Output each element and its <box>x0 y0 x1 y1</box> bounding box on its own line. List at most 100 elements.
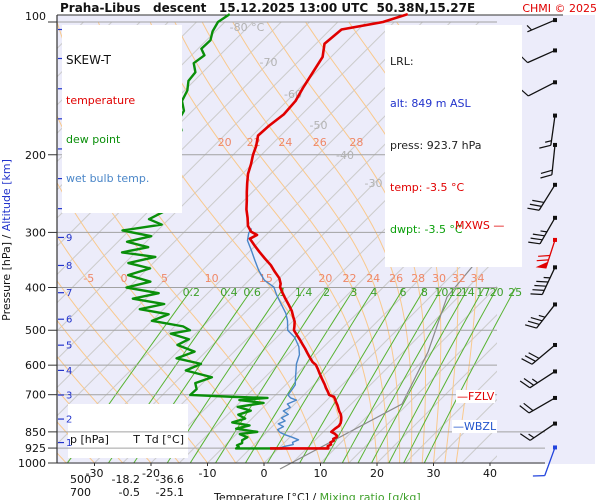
adiabat-label: -5 <box>83 272 94 285</box>
levels-table-header: p [hPa] T Td [°C] <box>70 432 188 447</box>
pressure-tick-label: 300 <box>25 226 46 239</box>
isotherm-label: -30 <box>365 177 383 190</box>
wind-barb <box>519 395 557 414</box>
adiabat-label: 5 <box>161 272 168 285</box>
temp-tick-label: 30 <box>427 467 441 480</box>
temp-tick-label: 0 <box>261 467 268 480</box>
temp-tick-label: -20 <box>142 467 160 480</box>
wbzl-marker: —WBZL <box>452 420 498 433</box>
altitude-tick-label: 8 <box>66 261 72 272</box>
adiabat-label: 15 <box>259 272 273 285</box>
wind-barb <box>521 342 557 365</box>
pressure-tick-label: 200 <box>25 149 46 162</box>
isotherm-label: -70 <box>260 56 278 69</box>
mixing-ratio-label: 14 <box>461 286 475 299</box>
mixing-axis-label: Mixing ratio [g/kg] <box>319 491 421 500</box>
table-cell: 500 <box>70 473 91 486</box>
adiabat-label: 28 <box>411 272 425 285</box>
wind-barb <box>540 142 557 179</box>
adiabat-label: 10 <box>205 272 219 285</box>
adiabat-label: 0 <box>120 272 127 285</box>
altitude-tick-label: 3 <box>66 391 72 402</box>
pressure-tick-label: 1000 <box>18 457 46 470</box>
mixing-ratio-label: 1.4 <box>295 286 313 299</box>
table-row: 700 -0.5 -25.1 <box>70 486 188 499</box>
pressure-tick-label: 600 <box>25 359 46 372</box>
adiabat-label: 22 <box>343 272 357 285</box>
pressure-tick-label: 700 <box>25 389 46 402</box>
mixing-ratio-label: 8 <box>421 286 428 299</box>
adiabat-label: 26 <box>313 136 327 149</box>
wind-barb <box>527 182 557 211</box>
temp-tick-label: -30 <box>86 467 104 480</box>
lrl-dewpoint: dwpt: -3.5 °C <box>390 223 463 236</box>
pressure-tick-label: 925 <box>25 442 46 455</box>
mixing-ratio-label: 0.2 <box>183 286 201 299</box>
temp-tick-label: -10 <box>199 467 217 480</box>
table-box <box>68 404 188 458</box>
wind-barb <box>539 113 557 149</box>
lrl-info-box: LRL: alt: 849 m ASL press: 923.7 hPa tem… <box>385 25 522 267</box>
pressure-tick-label: 100 <box>25 10 46 23</box>
legend-item-wetbulb: wet bulb temp. <box>66 172 150 185</box>
mxws-marker: MXWS — <box>455 219 505 232</box>
table-row: 500 -18.2 -36.6 <box>70 473 188 486</box>
lrl-temperature: temp: -3.5 °C <box>390 181 465 194</box>
wind-barbs <box>518 18 557 477</box>
altitude-tick-label: 2 <box>66 415 72 426</box>
wind-barb <box>530 265 557 296</box>
table-cell: 700 <box>70 486 91 499</box>
page-title: Praha-Libus descent 15.12.2025 13:00 UTC… <box>60 1 476 15</box>
adiabat-label: 32 <box>452 272 466 285</box>
temperature-curve <box>245 13 409 450</box>
temp-tick-labels: -30 -20 -10 0 10 20 30 40 <box>86 463 497 480</box>
lrl-altitude: alt: 849 m ASL <box>390 97 471 110</box>
isotherm-label: -50 <box>310 119 328 132</box>
altitude-tick-label: 7 <box>66 288 72 299</box>
wind-barb <box>532 445 557 477</box>
wind-barb <box>526 18 557 33</box>
temp-tick-label: 10 <box>314 467 328 480</box>
mixing-ratio-label: 10 <box>434 286 448 299</box>
isotherm-label: -80 °C <box>230 21 265 34</box>
table-cell: -0.5 <box>118 486 140 499</box>
mixing-ratio-label: 0.4 <box>220 286 238 299</box>
altitude-tick-label: 9 <box>66 233 72 244</box>
axis-separator: / <box>308 491 320 500</box>
wind-barb <box>535 237 557 269</box>
mixing-ratio-label: 25 <box>508 286 522 299</box>
wind-barb <box>519 369 557 389</box>
adiabat-label: 24 <box>278 136 292 149</box>
table-cell: -18.2 <box>111 473 140 486</box>
mixing-ratio-label: 6 <box>399 286 406 299</box>
lrl-heading: LRL: <box>390 55 414 68</box>
mixing-ratio-label: 17 <box>476 286 490 299</box>
col-temp: T <box>133 433 140 446</box>
adiabat-label: 20 <box>318 272 332 285</box>
mixing-ratio-label: 2 <box>323 286 330 299</box>
levels-table: p [hPa] T Td [°C] 500 -18.2 -36.6 700 -0.5 -2… <box>70 406 188 500</box>
col-dewpoint: Td [°C] <box>145 433 184 446</box>
credit-text: CHMI © 2025 <box>522 2 597 15</box>
adiabat-label: 28 <box>349 136 363 149</box>
isotherm-label: -40 <box>336 149 354 162</box>
mixing-ratio-label: 0.6 <box>243 286 261 299</box>
altitude-tick-label: 1 <box>66 438 72 449</box>
fzlv-marker: —FZLV <box>456 390 496 403</box>
legend-item-temperature: temperature <box>66 94 136 107</box>
table-cell: -25.1 <box>155 486 184 499</box>
adiabat-label: 30 <box>432 272 446 285</box>
temp-axis-label: Temperature [°C] <box>214 491 309 500</box>
altitude-tick-label: 4 <box>66 366 72 377</box>
pressure-tick-label: 400 <box>25 282 46 295</box>
mixing-ratio-label: 12 <box>449 286 463 299</box>
table-cell: -36.6 <box>155 473 184 486</box>
pressure-tick-labels: 100 200 300 400 500 600 700 850 925 1000 <box>18 10 57 470</box>
mixing-ratio-label: 3 <box>350 286 357 299</box>
wind-barb <box>519 421 557 441</box>
adiabat-label: 26 <box>389 272 403 285</box>
temp-tick-label: 20 <box>370 467 384 480</box>
legend-item-dewpoint: dew point <box>66 133 121 146</box>
